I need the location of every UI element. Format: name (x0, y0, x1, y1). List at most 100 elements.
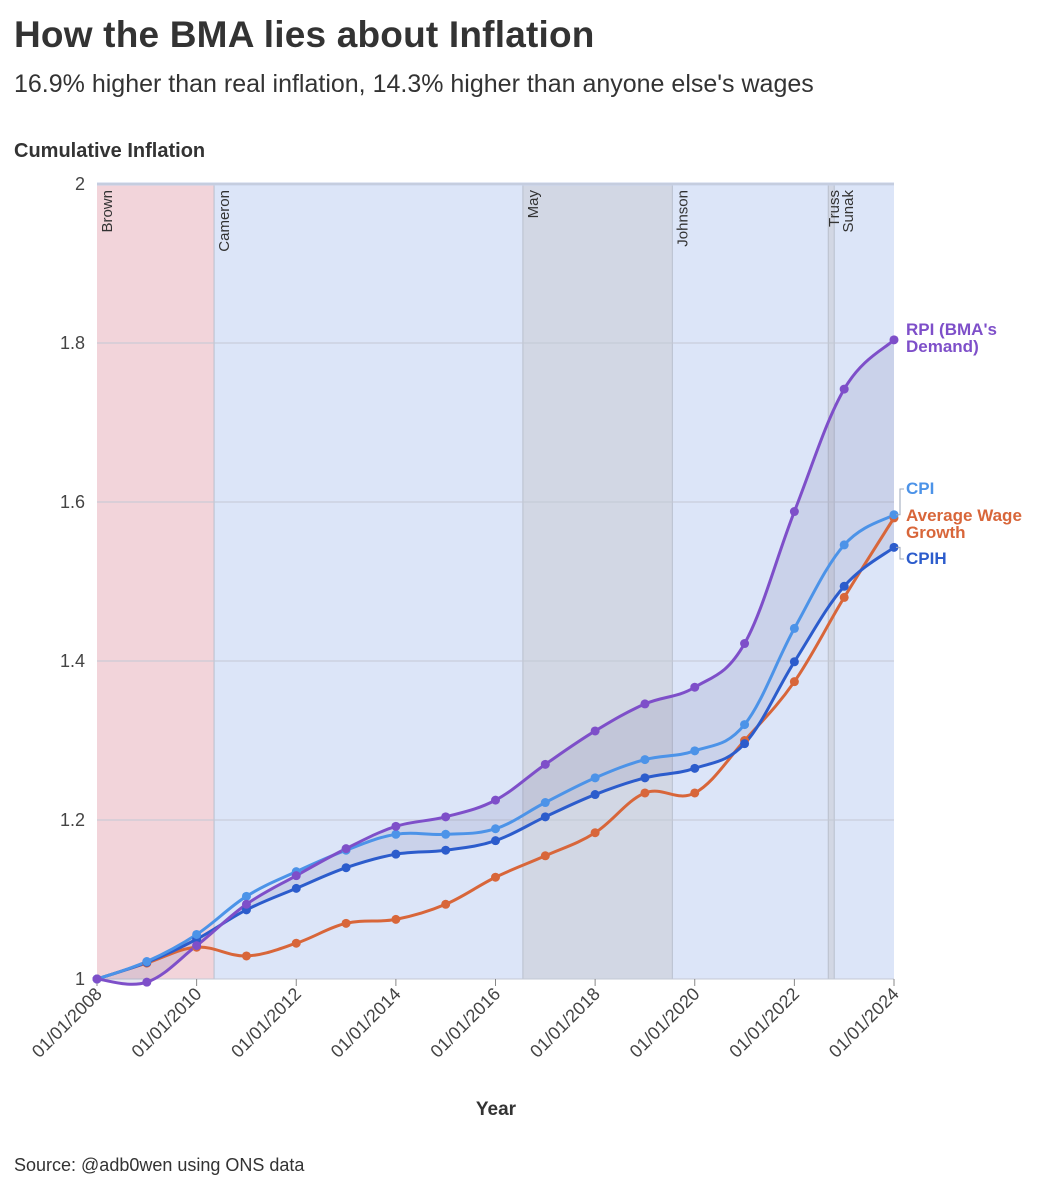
y-tick-label: 2 (75, 174, 85, 194)
series-points (92, 335, 899, 987)
series-line-rpi (96, 338, 896, 986)
data-point-rpi (241, 899, 251, 909)
data-point-rpi (142, 977, 152, 987)
series-line-cpi (96, 513, 895, 981)
data-point-cpih (640, 773, 650, 783)
series-label-line: CPI (906, 479, 934, 498)
series-lines (96, 338, 896, 986)
x-tick-label: 01/01/2022 (725, 984, 803, 1062)
x-tick-label: 01/01/2014 (327, 984, 405, 1062)
series-label-line: Average Wage (906, 506, 1022, 525)
series-label-line: Growth (906, 523, 966, 542)
x-tick-label: 01/01/2012 (227, 984, 305, 1062)
data-point-cpi (192, 929, 202, 939)
series-line-wage (96, 517, 896, 981)
chart-title: How the BMA lies about Inflation (14, 14, 595, 55)
pm-label-sunak: Sunak (840, 190, 857, 233)
x-tick-label: 01/01/2024 (825, 984, 903, 1062)
data-point-rpi (839, 384, 849, 394)
data-point-wage (291, 938, 301, 948)
pm-band-johnson (672, 184, 829, 979)
series-label-cpih: CPIH (906, 549, 947, 568)
data-point-cpi (690, 746, 700, 756)
chart-subtitle: 16.9% higher than real inflation, 14.3% … (14, 70, 814, 98)
x-axis-ticks: 01/01/2008 01/01/2010 01/01/2012 01/01/2014… (28, 978, 903, 1062)
series-label-line: CPIH (906, 549, 947, 568)
y-axis-ticks: 1 1.2 1.4 1.6 1.8 2 (60, 174, 85, 989)
data-point-wage (491, 872, 500, 882)
data-point-rpi (640, 699, 650, 709)
data-point-rpi (291, 871, 301, 881)
data-point-rpi (441, 812, 451, 822)
data-point-cpi (391, 829, 401, 839)
series-labels: RPI (BMA's Demand) CPI Average Wage Growth CP… (896, 320, 1022, 568)
y-tick-label: 1.4 (60, 651, 85, 671)
data-point-wage (640, 788, 650, 798)
data-point-rpi (789, 507, 799, 517)
source-note: Source: @adb0wen using ONS data (14, 1155, 305, 1175)
rpi-cpih-gap-area (97, 339, 894, 985)
series-label-wage: Average Wage Growth (906, 506, 1022, 542)
y-tick-label: 1 (75, 969, 85, 989)
data-point-rpi (590, 726, 600, 736)
data-point-cpih (590, 790, 600, 800)
y-tick-label: 1.2 (60, 810, 85, 830)
label-leader-cpi (896, 488, 904, 516)
data-point-cpih (540, 812, 550, 822)
data-point-cpi (590, 773, 600, 783)
data-point-cpi (142, 957, 152, 967)
data-point-cpih (889, 542, 899, 552)
data-point-cpih (839, 581, 849, 591)
data-point-wage (441, 899, 451, 909)
data-point-wage (789, 677, 799, 687)
x-tick-label: 01/01/2020 (626, 984, 704, 1062)
data-point-cpi (241, 891, 251, 901)
pm-band-truss (828, 184, 835, 979)
label-leader-cpih (896, 546, 904, 560)
data-point-wage (341, 918, 351, 928)
data-point-cpih (740, 739, 750, 749)
data-point-cpi (540, 798, 550, 808)
data-point-rpi (491, 795, 500, 805)
x-tick-label: 01/01/2008 (28, 984, 106, 1062)
data-point-wage (540, 851, 550, 861)
data-point-rpi (540, 759, 550, 769)
data-point-cpih (341, 863, 351, 873)
data-point-cpi (889, 510, 899, 520)
pm-period-bands (97, 182, 894, 979)
series-line-cpih (96, 546, 895, 981)
pm-label-may: May (525, 190, 542, 219)
data-point-cpi (441, 829, 451, 839)
x-tick-label: 01/01/2018 (526, 984, 604, 1062)
data-point-wage (391, 914, 401, 924)
data-point-rpi (192, 941, 202, 951)
pm-band-may (522, 184, 673, 979)
data-point-cpi (789, 623, 799, 633)
y-axis-title: Cumulative Inflation (14, 140, 205, 162)
pm-label-cameron: Cameron (216, 190, 233, 252)
data-point-wage (690, 788, 700, 798)
data-point-cpi (740, 720, 750, 730)
data-point-cpi (491, 824, 500, 834)
series-label-cpi: CPI (906, 479, 934, 498)
x-tick-label: 01/01/2010 (128, 984, 206, 1062)
footer-bar (0, 1140, 1062, 1200)
data-point-rpi (690, 682, 700, 692)
data-point-cpih (491, 836, 500, 846)
pm-band-brown (97, 184, 215, 979)
data-point-cpih (291, 883, 301, 893)
y-tick-label: 1.6 (60, 492, 85, 512)
data-point-wage (590, 828, 600, 838)
data-point-wage (839, 592, 849, 602)
x-tick-label: 01/01/2016 (426, 984, 504, 1062)
data-point-rpi (341, 844, 351, 854)
data-point-rpi (889, 335, 899, 345)
data-point-wage (241, 951, 251, 961)
data-point-cpih (690, 763, 700, 773)
x-axis-title: Year (476, 1099, 517, 1120)
data-point-cpih (441, 845, 451, 855)
data-point-cpih (789, 657, 799, 667)
data-point-rpi (740, 639, 750, 649)
pm-label-truss: Truss (826, 190, 843, 227)
